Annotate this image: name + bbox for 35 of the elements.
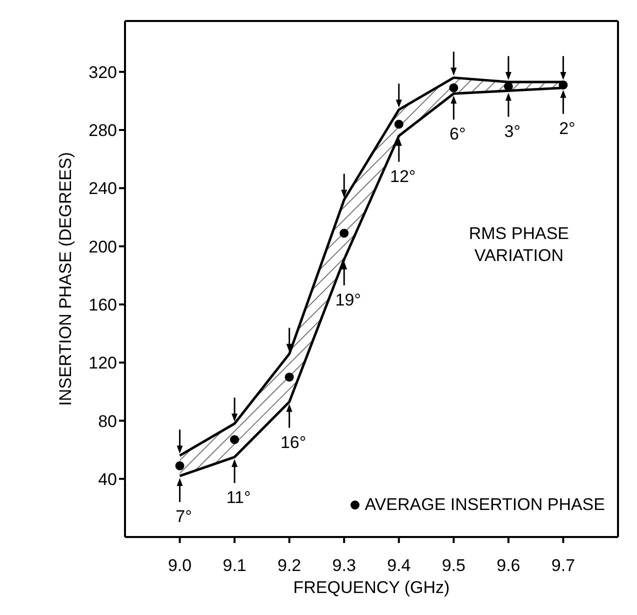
y-tick-label: 160 xyxy=(88,295,117,314)
x-tick-label: 9.6 xyxy=(496,556,520,576)
y-tick-label: 40 xyxy=(98,470,117,489)
x-tick-label: 9.1 xyxy=(222,556,246,576)
y-tick-label: 120 xyxy=(88,354,117,373)
point xyxy=(175,461,184,470)
y-tick-label: 280 xyxy=(88,121,117,140)
y-tick-label: 80 xyxy=(98,412,117,431)
annotation: 7° xyxy=(176,506,192,526)
point xyxy=(340,228,349,238)
annotation: 3° xyxy=(504,122,521,141)
x-axis-title: FREQUENCY (GHz) xyxy=(293,578,450,597)
point xyxy=(558,80,568,90)
y-tick-label: 240 xyxy=(88,179,117,198)
x-tick-label: 9.4 xyxy=(387,556,411,576)
annotation: 16° xyxy=(280,432,306,452)
point xyxy=(394,120,404,129)
x-tick-label: 9.2 xyxy=(278,556,302,576)
annotation: 6° xyxy=(450,124,466,144)
annotation: 11° xyxy=(226,488,251,508)
y-tick-label: 200 xyxy=(88,237,117,256)
point xyxy=(449,83,458,92)
annotation: RMS PHASE VARIATION xyxy=(468,223,569,267)
y-axis-title: INSERTION PHASE (DEGREES) xyxy=(56,152,76,406)
point xyxy=(284,372,294,382)
legend-label: AVERAGE INSERTION PHASE xyxy=(364,495,605,515)
x-tick-label: 9.0 xyxy=(168,556,192,576)
x-tick-label: 9.5 xyxy=(442,556,466,576)
y-tick-label: 320 xyxy=(88,62,117,82)
annotation: 12° xyxy=(390,166,416,186)
annotation: 19° xyxy=(335,290,361,310)
x-tick-label: 9.7 xyxy=(551,556,576,576)
x-tick-label: 9.3 xyxy=(332,556,356,576)
annotation: 2° xyxy=(559,118,576,138)
point xyxy=(230,435,240,444)
